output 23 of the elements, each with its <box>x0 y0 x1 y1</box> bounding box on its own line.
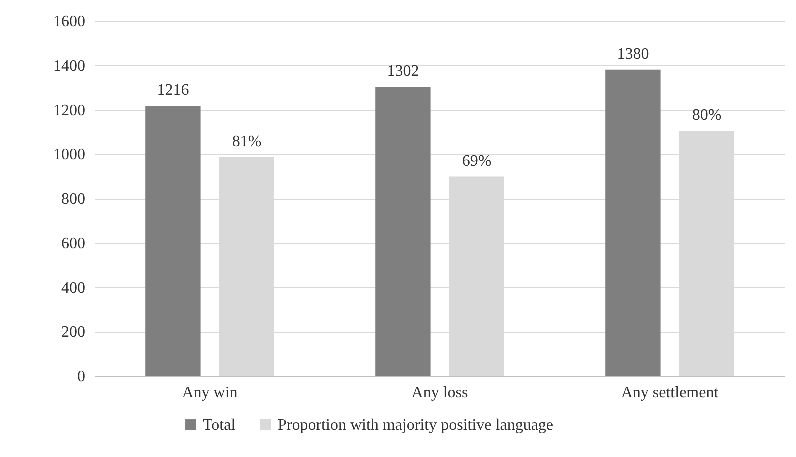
data-label: 1380 <box>617 46 650 63</box>
x-tick-label: Any settlement <box>621 384 720 402</box>
y-tick-label: 200 <box>62 324 86 342</box>
y-tick-label: 1400 <box>54 58 86 75</box>
bar <box>146 106 201 376</box>
legend-label: Total <box>203 417 236 434</box>
x-tick-label: Any win <box>182 384 238 402</box>
bar <box>606 70 661 376</box>
y-tick-label: 600 <box>62 235 86 252</box>
data-label: 1216 <box>157 82 190 100</box>
y-tick-label: 800 <box>62 191 86 208</box>
annotation: 81% <box>232 133 262 150</box>
legend-label: Proportion with majority positive language <box>278 417 554 434</box>
x-tick-label: Any loss <box>412 384 468 402</box>
bar <box>376 87 431 376</box>
annotation: 80% <box>692 107 722 124</box>
y-tick-label: 0 <box>78 368 86 386</box>
y-tick-label: 400 <box>62 280 86 297</box>
data-label: 1302 <box>387 63 420 80</box>
y-tick-label: 1600 <box>54 14 86 30</box>
annotation: 69% <box>462 152 492 170</box>
y-tick-label: 1200 <box>54 102 86 120</box>
y-tick-label: 1000 <box>54 146 86 164</box>
